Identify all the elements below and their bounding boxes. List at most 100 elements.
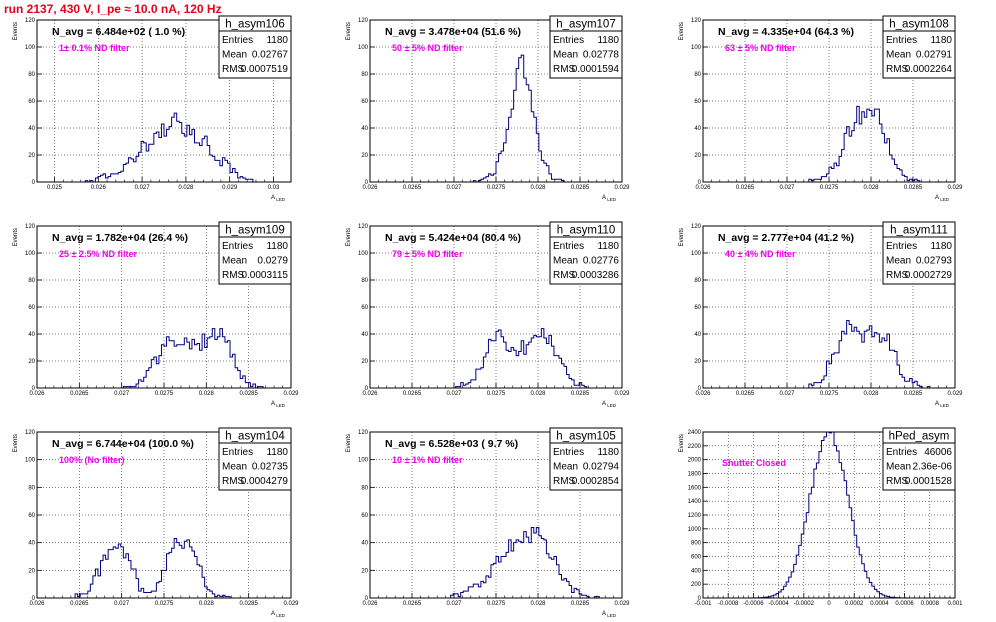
stats-box: h_asym111 Entries 1180 Mean 0.02793 RMS0.0002…	[882, 221, 956, 285]
y-tick-label: 80	[694, 278, 701, 284]
histogram-h_asym110: 0.026 0.0265 0.027 0.0275 0.028 0.0285 0.029 0 2…	[346, 221, 630, 408]
y-tick-label: 60	[694, 305, 701, 311]
x-tick-label: -0.0008	[718, 601, 739, 607]
x-tick-label: -0.0006	[743, 601, 764, 607]
stats-label-mean: Mean	[222, 50, 247, 61]
stats-label-mean: Mean	[886, 256, 911, 267]
stats-label-rms: RMS	[553, 270, 576, 281]
navg-label: N_avg = 3.478e+04 (51.6 %)	[385, 26, 521, 38]
x-tick-label: 0.0265	[403, 185, 422, 191]
x-tick-label: 0.027	[446, 391, 462, 397]
y-tick-label: 0	[32, 386, 36, 392]
y-tick-label: 100	[25, 251, 36, 257]
filter-note: 25 ± 2.5% ND filter	[59, 249, 137, 259]
stats-box-title: h_asym107	[556, 19, 615, 31]
histogram-line	[37, 112, 291, 183]
y-tick-label: 40	[28, 126, 35, 132]
x-tick-label: 0.0285	[571, 601, 590, 607]
x-tick-label: 0.026	[29, 601, 45, 607]
y-tick-label: 100	[25, 45, 36, 51]
stats-value-rms: 0.0001528	[905, 476, 953, 487]
stats-label-rms: RMS	[222, 476, 245, 487]
stats-label-rms: RMS	[886, 476, 909, 487]
x-tick-label: 0.001	[947, 601, 963, 607]
stats-box-frame	[218, 427, 292, 491]
stats-box: hPed_asym Entries 46006 Mean 2.36e-06 RMS0.00…	[882, 427, 956, 491]
y-tick-label: 0	[365, 180, 369, 186]
x-tick-label: 0.027	[135, 185, 151, 191]
stats-label-mean: Mean	[222, 256, 247, 267]
y-tick-label: 20	[361, 359, 368, 365]
stats-label-rms: RMS	[222, 64, 245, 75]
histogram-h_asym106: 0.025 0.026 0.027 0.028 0.029 0.03 0 20 40 60 80 10…	[13, 15, 292, 202]
stats-value-mean: 0.02793	[916, 256, 953, 267]
y-tick-label: 40	[361, 541, 368, 547]
filter-note: 50 ± 5% ND filter	[392, 43, 463, 53]
stats-value-rms: 0.0003115	[241, 270, 288, 281]
stats-box-title: h_asym108	[889, 19, 948, 31]
x-tick-label: 0.027	[114, 601, 130, 607]
y-tick-label: 120	[358, 18, 369, 24]
stats-box-frame	[882, 427, 956, 491]
x-tick-label: 0.0285	[904, 391, 923, 397]
y-tick-label: 100	[691, 45, 702, 51]
y-axis-title: Events	[346, 22, 352, 40]
y-tick-label: 0	[365, 596, 369, 602]
y-tick-label: 80	[361, 278, 368, 284]
y-tick-label: 800	[691, 541, 702, 547]
y-tick-label: 20	[361, 153, 368, 159]
x-tick-label: 0.026	[362, 185, 378, 191]
x-tick-label: 0.0285	[239, 601, 258, 607]
y-tick-label: 40	[694, 126, 701, 132]
x-tick-label: 0.027	[446, 185, 462, 191]
x-tick-label: 0.0285	[904, 185, 923, 191]
histogram-line	[703, 105, 955, 183]
x-tick-label: 0.0265	[70, 601, 89, 607]
stats-box: h_asym109 Entries 1180 Mean 0.0279 RMS0.00031…	[218, 221, 292, 285]
stats-label-rms: RMS	[222, 270, 245, 281]
stats-box: h_asym107 Entries 1180 Mean 0.02778 RMS0.0001…	[549, 15, 623, 79]
stats-value-mean: 0.02791	[916, 50, 953, 61]
y-tick-label: 120	[691, 224, 702, 230]
x-tick-label: -0.0002	[794, 601, 815, 607]
x-tick-label: 0.028	[863, 391, 879, 397]
stats-label-mean: Mean	[553, 462, 578, 473]
y-tick-label: 1800	[688, 472, 702, 478]
x-tick-label: 0.0265	[403, 601, 422, 607]
filter-note: 10 ± 1% ND filter	[392, 455, 463, 465]
y-tick-label: 2000	[688, 458, 702, 464]
filter-note: 79 ± 5% ND filter	[392, 249, 463, 259]
stats-label-entries: Entries	[886, 241, 917, 252]
y-tick-label: 2200	[688, 444, 702, 450]
stats-box-frame	[882, 15, 956, 79]
histogram-h_asym104: 0.026 0.0265 0.027 0.0275 0.028 0.0285 0.029 0 2…	[13, 427, 299, 618]
stats-label-mean: Mean	[553, 256, 578, 267]
y-tick-label: 40	[28, 541, 35, 547]
x-tick-label: 0.0275	[155, 391, 174, 397]
stats-box-frame	[549, 427, 623, 491]
stats-box-title: h_asym109	[225, 225, 284, 237]
y-tick-label: 0	[698, 180, 702, 186]
y-tick-label: 60	[361, 99, 368, 105]
x-tick-label: 0.029	[283, 391, 299, 397]
stats-label-entries: Entries	[886, 447, 917, 458]
stats-value-entries: 1180	[930, 241, 952, 252]
filter-note: 40 ± 4% ND filter	[725, 249, 796, 259]
y-tick-label: 600	[691, 555, 702, 561]
navg-label: N_avg = 1.782e+04 (26.4 %)	[52, 232, 188, 244]
stats-value-mean: 2.36e-06	[913, 462, 953, 473]
stats-label-entries: Entries	[886, 35, 917, 46]
y-tick-label: 20	[361, 568, 368, 574]
x-tick-label: 0.0275	[155, 601, 174, 607]
stats-box-title: h_asym111	[890, 225, 948, 237]
run-title: run 2137, 430 V, I_pe ≈ 10.0 nA, 120 Hz	[4, 2, 222, 16]
x-axis-title: A LED	[602, 401, 617, 408]
x-tick-label: 0.0275	[487, 185, 506, 191]
stats-box: h_asym108 Entries 1180 Mean 0.02791 RMS0.0002…	[882, 15, 956, 79]
stats-value-rms: 0.0002854	[572, 476, 620, 487]
y-tick-label: 40	[694, 332, 701, 338]
stats-label-entries: Entries	[222, 35, 253, 46]
y-tick-label: 20	[28, 359, 35, 365]
x-tick-label: 0.026	[29, 391, 45, 397]
y-axis-title: Events	[679, 22, 685, 40]
